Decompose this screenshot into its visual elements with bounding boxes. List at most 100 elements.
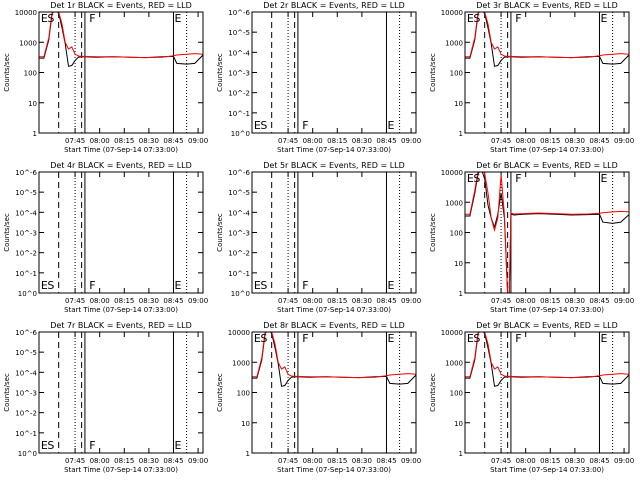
y-tick-label: 10^-1 xyxy=(228,270,250,278)
y-tick-label: 10^-5 xyxy=(15,189,37,197)
x-tick-label: 08:45 xyxy=(589,457,609,465)
plot-frame xyxy=(38,171,204,294)
x-axis-label: Start Time (07-Sep-14 07:33:00) xyxy=(490,146,604,154)
y-axis-label: Counts/sec xyxy=(216,373,224,412)
x-axis-label: Start Time (07-Sep-14 07:33:00) xyxy=(277,306,391,314)
y-tick-label: 10^0 xyxy=(18,290,37,298)
y-tick-label: 10^0 xyxy=(18,450,37,458)
x-tick-label: 08:00 xyxy=(303,297,323,305)
y-tick-label: 10^-4 xyxy=(228,209,250,217)
y-axis-label: Counts/sec xyxy=(429,53,437,92)
panel-det-5: Det 5r BLACK = Events, RED = LLD Counts/s… xyxy=(216,161,421,314)
x-axis-label: Start Time (07-Sep-14 07:33:00) xyxy=(64,466,178,474)
plot-frame xyxy=(464,171,630,294)
panel-title: Det 9r BLACK = Events, RED = LLD xyxy=(476,321,618,330)
y-tick-label: 100 xyxy=(450,390,463,398)
x-tick-label: 08:15 xyxy=(114,297,134,305)
panel-det-2: Det 2r BLACK = Events, RED = LLD Counts/s… xyxy=(216,1,421,154)
plot-area xyxy=(271,12,401,133)
x-tick-label: 08:45 xyxy=(589,137,609,145)
event-marker-label: E xyxy=(467,332,474,345)
x-tick-label: 08:45 xyxy=(163,137,183,145)
y-tick-label: 10^-6 xyxy=(15,329,37,337)
x-tick-label: 09:00 xyxy=(614,457,634,465)
panel-det-6: Det 6r BLACK = Events, RED = LLD Counts/s… xyxy=(429,161,634,314)
event-marker-label: F xyxy=(302,119,308,132)
series-lld-line xyxy=(39,12,203,59)
panel-title: Det 1r BLACK = Events, RED = LLD xyxy=(50,1,192,10)
event-marker-label: E xyxy=(467,172,474,185)
y-tick-label: 100 xyxy=(450,230,463,238)
y-tick-label: 10^-5 xyxy=(15,349,37,357)
y-tick-label: 10 xyxy=(454,420,463,428)
y-tick-label: 1000 xyxy=(445,199,463,207)
x-tick-label: 07:45 xyxy=(278,137,298,145)
x-tick-label: 07:45 xyxy=(491,457,511,465)
x-tick-label: 08:00 xyxy=(516,137,536,145)
panel-det-4: Det 4r BLACK = Events, RED = LLD Counts/s… xyxy=(3,161,208,314)
panel-det-8: Det 8r BLACK = Events, RED = LLD Counts/s… xyxy=(216,321,421,474)
y-tick-label: 100 xyxy=(237,390,250,398)
panel-det-3: Det 3r BLACK = Events, RED = LLD Counts/s… xyxy=(429,1,634,154)
panel-title: Det 5r BLACK = Events, RED = LLD xyxy=(263,161,405,170)
y-tick-label: 10000 xyxy=(441,9,463,17)
y-tick-label: 10^-5 xyxy=(228,189,250,197)
x-tick-label: 08:30 xyxy=(139,457,159,465)
x-tick-label: 08:00 xyxy=(90,297,110,305)
x-tick-label: 08:15 xyxy=(327,297,347,305)
y-tick-label: 10^-3 xyxy=(15,390,37,398)
event-marker-label: F xyxy=(515,12,521,25)
event-marker-label: S xyxy=(47,12,54,25)
series-lld-line xyxy=(465,332,629,379)
series-events-line xyxy=(465,332,629,387)
event-marker-label: E xyxy=(387,119,394,132)
plot-area xyxy=(465,332,629,453)
event-marker-label: F xyxy=(89,279,95,292)
y-tick-label: 10000 xyxy=(441,169,463,177)
event-marker-label: F xyxy=(515,172,521,185)
x-tick-label: 08:30 xyxy=(565,137,585,145)
y-tick-label: 10^-4 xyxy=(15,369,37,377)
y-tick-label: 10 xyxy=(241,420,250,428)
panel-title: Det 4r BLACK = Events, RED = LLD xyxy=(50,161,192,170)
event-marker-label: E xyxy=(174,279,181,292)
plot-frame xyxy=(251,331,417,454)
y-tick-label: 1 xyxy=(246,450,250,458)
y-axis-label: Counts/sec xyxy=(3,53,11,92)
series-events-line xyxy=(39,12,203,67)
x-axis-label: Start Time (07-Sep-14 07:33:00) xyxy=(490,466,604,474)
y-tick-label: 1000 xyxy=(445,39,463,47)
y-tick-label: 10^-3 xyxy=(15,230,37,238)
plot-frame xyxy=(251,171,417,294)
event-marker-label: S xyxy=(260,119,267,132)
x-tick-label: 08:45 xyxy=(163,297,183,305)
y-tick-label: 10^-2 xyxy=(228,250,250,258)
x-tick-label: 09:00 xyxy=(401,457,421,465)
x-tick-label: 08:45 xyxy=(589,297,609,305)
x-tick-label: 08:00 xyxy=(90,137,110,145)
event-marker-label: S xyxy=(473,332,480,345)
x-axis-label: Start Time (07-Sep-14 07:33:00) xyxy=(64,306,178,314)
event-marker-label: E xyxy=(387,332,394,345)
plot-area xyxy=(271,172,401,293)
event-marker-label: F xyxy=(89,439,95,452)
y-tick-label: 10 xyxy=(28,100,37,108)
y-axis-label: Counts/sec xyxy=(216,213,224,252)
x-tick-label: 08:15 xyxy=(114,457,134,465)
plot-area xyxy=(39,12,203,133)
y-tick-label: 1 xyxy=(459,290,463,298)
event-marker-label: F xyxy=(302,332,308,345)
x-tick-label: 08:15 xyxy=(540,137,560,145)
y-axis-label: Counts/sec xyxy=(3,373,11,412)
event-marker-label: S xyxy=(47,279,54,292)
x-tick-label: 08:30 xyxy=(565,457,585,465)
event-marker-label: S xyxy=(47,439,54,452)
x-tick-label: 08:00 xyxy=(303,137,323,145)
panel-title: Det 8r BLACK = Events, RED = LLD xyxy=(263,321,405,330)
x-tick-label: 08:30 xyxy=(139,297,159,305)
x-tick-label: 08:30 xyxy=(139,137,159,145)
series-events-line xyxy=(465,172,629,293)
event-marker-label: E xyxy=(254,332,261,345)
x-tick-label: 08:00 xyxy=(516,297,536,305)
event-marker-label: S xyxy=(473,12,480,25)
